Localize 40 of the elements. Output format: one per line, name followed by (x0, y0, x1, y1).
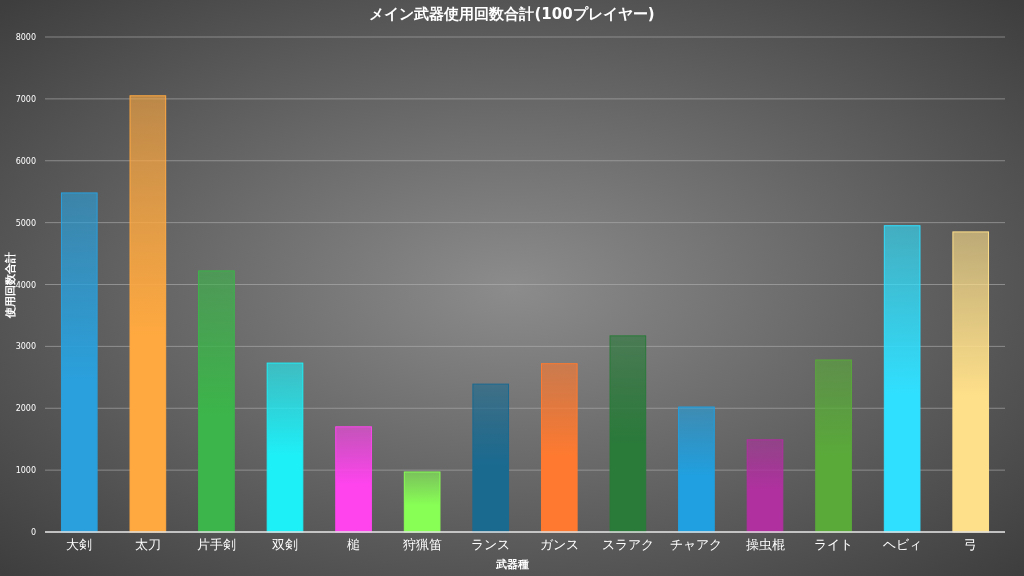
bar (540, 363, 578, 533)
chart-title: メイン武器使用回数合計(100プレイヤー) (369, 5, 655, 23)
x-tick-label: 操虫棍 (745, 537, 785, 552)
x-tick-label: 槌 (347, 537, 361, 552)
bar (472, 383, 510, 533)
y-tick-label: 3000 (15, 342, 36, 352)
x-tick-label: ガンス (539, 537, 579, 552)
bar (403, 471, 441, 533)
bar (952, 231, 990, 533)
bar (815, 359, 852, 533)
x-tick-label: チャアク (670, 537, 723, 552)
y-axis-title: 使用回数合計 (4, 251, 17, 319)
x-tick-label: ヘビィ (882, 537, 922, 552)
x-axis-title: 武器種 (494, 558, 529, 571)
y-tick-label: 8000 (15, 33, 36, 42)
bar (129, 95, 167, 533)
bar (335, 426, 372, 533)
y-tick-label: 6000 (15, 156, 36, 166)
x-tick-label: 狩猟笛 (402, 537, 442, 552)
y-tick-label: 5000 (15, 218, 36, 228)
bar (746, 439, 784, 533)
x-tick-label: 大剣 (66, 537, 93, 552)
bar (883, 225, 921, 533)
x-tick-label: 弓 (964, 537, 978, 552)
y-tick-label: 4000 (15, 280, 36, 290)
x-tick-label: 太刀 (134, 537, 161, 552)
x-tick-label: スラアク (601, 537, 654, 552)
y-tick-label: 2000 (15, 404, 36, 414)
x-tick-label: ライト (814, 537, 854, 552)
bar (609, 335, 647, 533)
bar (266, 362, 304, 533)
bar (198, 270, 235, 533)
y-tick-label: 7000 (15, 94, 36, 104)
x-tick-label: 双剣 (272, 537, 298, 552)
x-tick-label: ランス (471, 537, 511, 552)
y-tick-label: 1000 (15, 466, 36, 476)
x-tick-label: 片手剣 (196, 537, 236, 552)
y-tick-label: 0 (30, 528, 36, 537)
bar (60, 192, 98, 533)
bar (678, 406, 715, 533)
